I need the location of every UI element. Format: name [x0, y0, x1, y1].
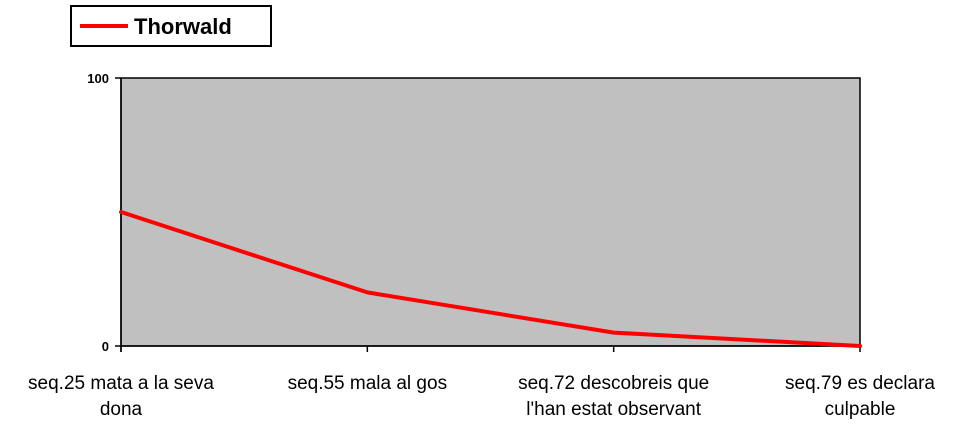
- legend-label-thorwald: Thorwald: [134, 14, 232, 39]
- x-tick-label-line: l'han estat observant: [526, 399, 701, 420]
- legend: Thorwald: [71, 6, 271, 46]
- x-tick-label-2: seq.72 descobreis que l'han estat observa…: [518, 373, 709, 420]
- y-tick-label-100: 100: [87, 71, 109, 86]
- x-tick-label-line: seq.72 descobreis que: [518, 373, 709, 394]
- y-tick-label-0: 0: [102, 339, 109, 354]
- x-tick-label-line: seq.55 mala al gos: [288, 373, 448, 394]
- x-tick-label-line: seq.25 mata a la seva: [28, 373, 214, 394]
- plot-area: 0 100 seq.25 mata a la seva dona seq.55 mala…: [28, 71, 935, 420]
- x-tick-label-line: dona: [100, 399, 143, 420]
- x-tick-label-line: seq.79 es declara: [785, 373, 935, 394]
- x-tick-label-1: seq.55 mala al gos: [288, 373, 448, 394]
- x-tick-label-line: culpable: [825, 399, 896, 420]
- x-tick-label-0: seq.25 mata a la seva dona: [28, 373, 214, 420]
- plot-background: [121, 78, 860, 346]
- x-tick-label-3: seq.79 es declara culpable: [785, 373, 935, 420]
